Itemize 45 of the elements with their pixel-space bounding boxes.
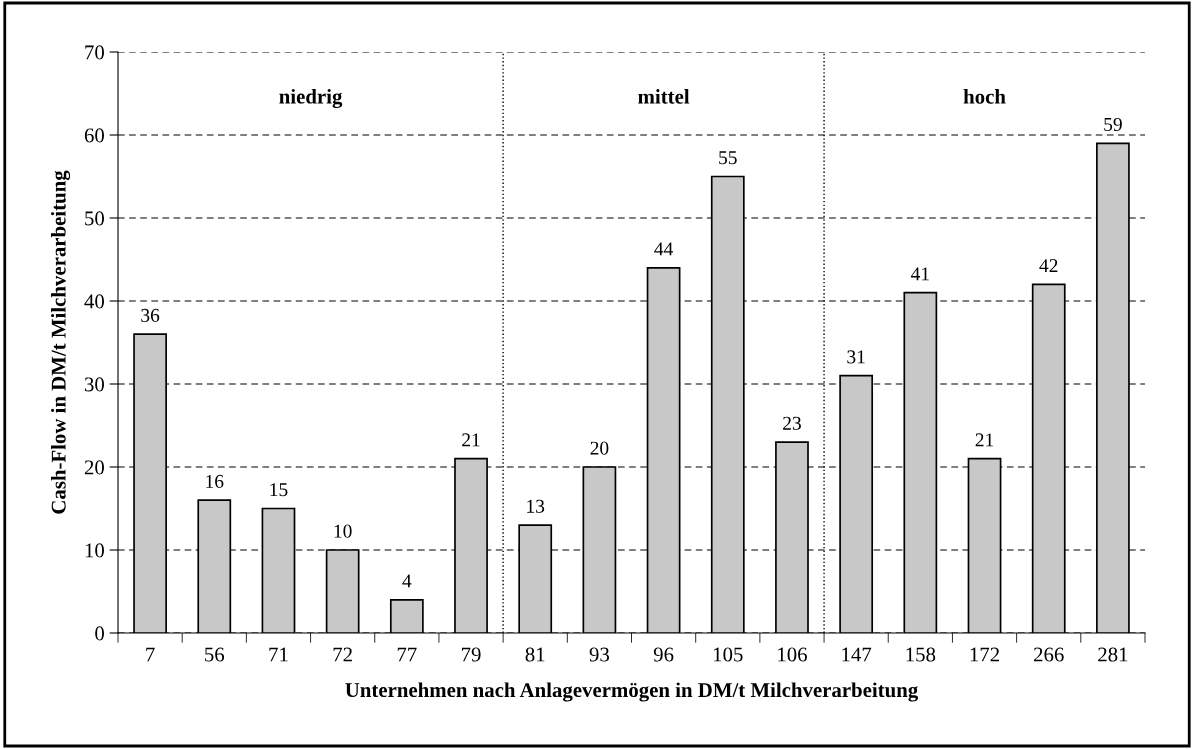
data-label: 15 (270, 483, 288, 497)
data-label: 31 (847, 350, 865, 364)
annotation: niedrig (279, 88, 343, 109)
x-tick-label: 79 (461, 647, 481, 662)
data-label: 21 (975, 433, 994, 447)
x-tick-label: 93 (589, 647, 610, 662)
data-label: 36 (141, 308, 160, 322)
data-label: 55 (719, 151, 737, 165)
y-tick-label: 70 (85, 45, 105, 60)
data-label: 23 (783, 416, 801, 430)
x-tick-label: 72 (333, 647, 352, 662)
y-tick-label: 30 (84, 377, 105, 392)
x-tick-label: 281 (1098, 647, 1128, 662)
y-tick-label: 60 (84, 128, 105, 143)
data-label: 44 (654, 242, 674, 256)
x-tick-label: 105 (713, 647, 743, 662)
x-tick-label: 147 (842, 647, 872, 662)
data-label: 20 (590, 441, 609, 455)
x-tick-label: 96 (653, 647, 674, 662)
data-label: 13 (527, 499, 545, 513)
x-tick-label: 71 (269, 647, 288, 662)
x-tick-label: 158 (906, 647, 936, 662)
x-tick-label: 7 (146, 647, 155, 662)
x-tick-label: 106 (778, 647, 807, 662)
data-label: 21 (462, 433, 480, 447)
x-tick-label: 81 (525, 647, 545, 662)
annotation: hoch (963, 89, 1006, 104)
y-axis-title: Cash-Flow in DM/t Milchverarbeitung (51, 170, 71, 514)
x-tick-label: 266 (1034, 647, 1064, 662)
x-axis-title: Unternehmen nach Anlagevermögen in DM/t Milchverarbeitung (345, 682, 919, 702)
data-label: 41 (911, 267, 929, 281)
data-label: 59 (1104, 117, 1122, 132)
x-tick-label: 77 (397, 647, 417, 662)
data-label: 16 (206, 474, 224, 488)
x-tick-label: 172 (970, 647, 1000, 662)
data-label: 42 (1039, 259, 1058, 272)
data-label: 4 (402, 574, 412, 588)
annotation: mittel (638, 89, 690, 104)
y-tick-label: 0 (95, 626, 105, 641)
y-tick-label: 40 (84, 294, 105, 309)
data-label: 10 (334, 524, 352, 538)
y-tick-label: 10 (85, 543, 105, 558)
y-tick-label: 50 (85, 211, 105, 226)
x-tick-label: 56 (205, 647, 225, 662)
y-tick-label: 20 (84, 460, 105, 475)
